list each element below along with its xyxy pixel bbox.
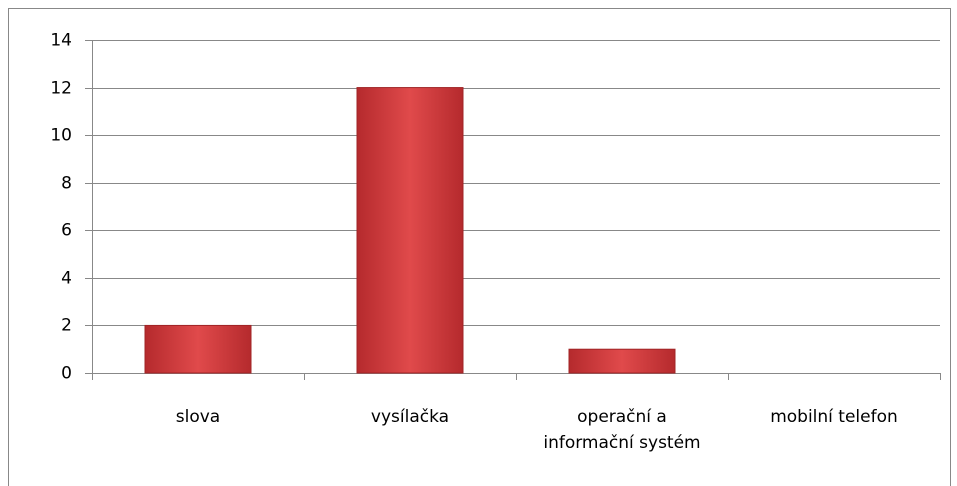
bar	[144, 324, 252, 374]
y-tick-label: 10	[50, 126, 72, 146]
y-tick-label: 4	[61, 269, 72, 289]
x-tick-label: operační a informační systém	[543, 407, 701, 453]
bar	[356, 87, 464, 374]
chart-frame	[8, 8, 951, 486]
y-tick-label: 2	[61, 316, 72, 336]
y-tick-label: 8	[61, 174, 72, 194]
x-tick-label: vysílačka	[370, 407, 450, 427]
x-tick-label: mobilní telefon	[770, 407, 898, 427]
bar	[568, 348, 676, 374]
x-tick-label: slova	[175, 407, 221, 427]
y-tick-label: 12	[50, 79, 72, 99]
y-tick-label: 0	[61, 364, 72, 384]
y-tick-label: 14	[50, 31, 72, 51]
y-tick-label: 6	[61, 221, 72, 241]
